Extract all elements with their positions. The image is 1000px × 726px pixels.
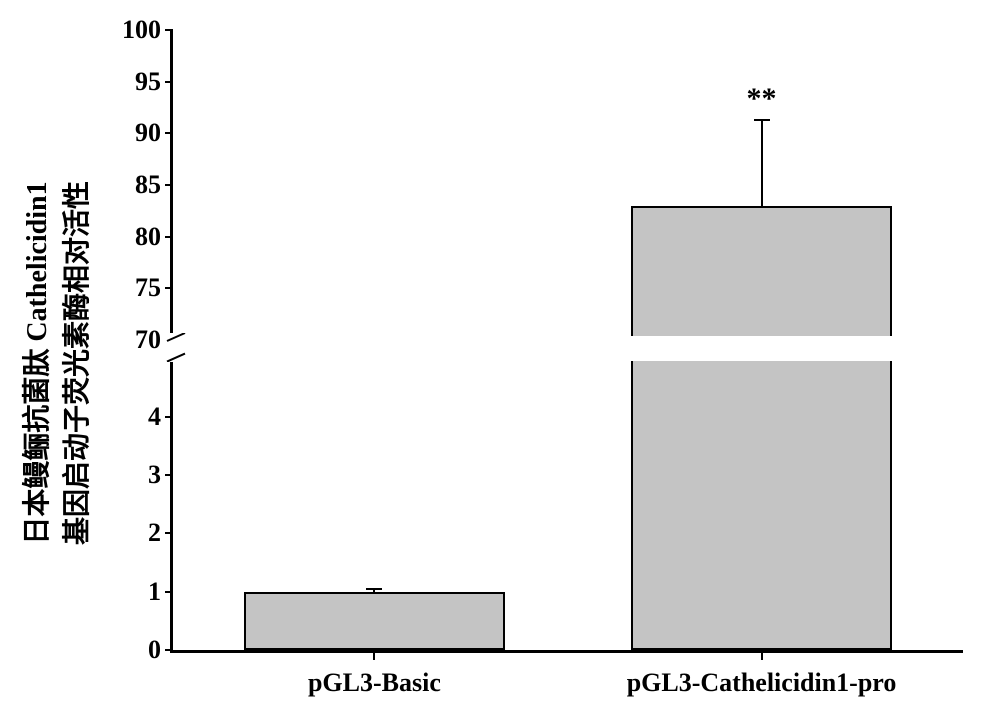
y-tick bbox=[165, 81, 173, 83]
y-tick bbox=[165, 236, 173, 238]
y-tick-label: 4 bbox=[148, 402, 161, 432]
y-tick-label: 2 bbox=[148, 518, 161, 548]
y-tick bbox=[165, 474, 173, 476]
error-bar bbox=[761, 120, 763, 206]
y-axis-label-line2: 基因启动子荧光素酶相对活性 bbox=[55, 53, 95, 673]
plot-area: 01234707580859095100pGL3-BasicpGL3-Cathe… bbox=[170, 30, 963, 653]
error-bar-cap bbox=[366, 588, 382, 590]
y-tick bbox=[165, 287, 173, 289]
y-tick-label: 75 bbox=[135, 273, 161, 303]
y-tick-label: 70 bbox=[135, 325, 161, 355]
significance-label: ** bbox=[747, 82, 777, 116]
y-tick-label: 95 bbox=[135, 67, 161, 97]
y-tick bbox=[165, 184, 173, 186]
y-tick-label: 0 bbox=[148, 635, 161, 665]
y-tick-label: 80 bbox=[135, 222, 161, 252]
y-tick-label: 100 bbox=[122, 15, 161, 45]
y-tick bbox=[165, 532, 173, 534]
error-bar-cap bbox=[754, 119, 770, 121]
y-tick bbox=[165, 591, 173, 593]
y-tick bbox=[165, 29, 173, 31]
y-tick-label: 85 bbox=[135, 170, 161, 200]
x-tick bbox=[761, 650, 763, 660]
y-tick-label: 1 bbox=[148, 577, 161, 607]
x-tick-label: pGL3-Basic bbox=[308, 668, 441, 698]
y-tick-label: 90 bbox=[135, 118, 161, 148]
x-tick-label: pGL3-Cathelicidin1-pro bbox=[627, 668, 897, 698]
y-tick bbox=[165, 649, 173, 651]
y-axis-label: 日本鳗鲡抗菌肽 Cathelicidin1 基因启动子荧光素酶相对活性 bbox=[15, 53, 95, 673]
y-tick-label: 3 bbox=[148, 460, 161, 490]
bar-break bbox=[629, 336, 894, 361]
y-tick bbox=[165, 132, 173, 134]
chart-container: 日本鳗鲡抗菌肽 Cathelicidin1 基因启动子荧光素酶相对活性 0123… bbox=[20, 20, 980, 706]
x-tick bbox=[373, 650, 375, 660]
bar bbox=[244, 592, 505, 650]
axis-break bbox=[165, 333, 185, 362]
y-tick bbox=[165, 416, 173, 418]
y-axis-label-line1: 日本鳗鲡抗菌肽 Cathelicidin1 bbox=[15, 53, 55, 673]
bar bbox=[631, 206, 892, 650]
